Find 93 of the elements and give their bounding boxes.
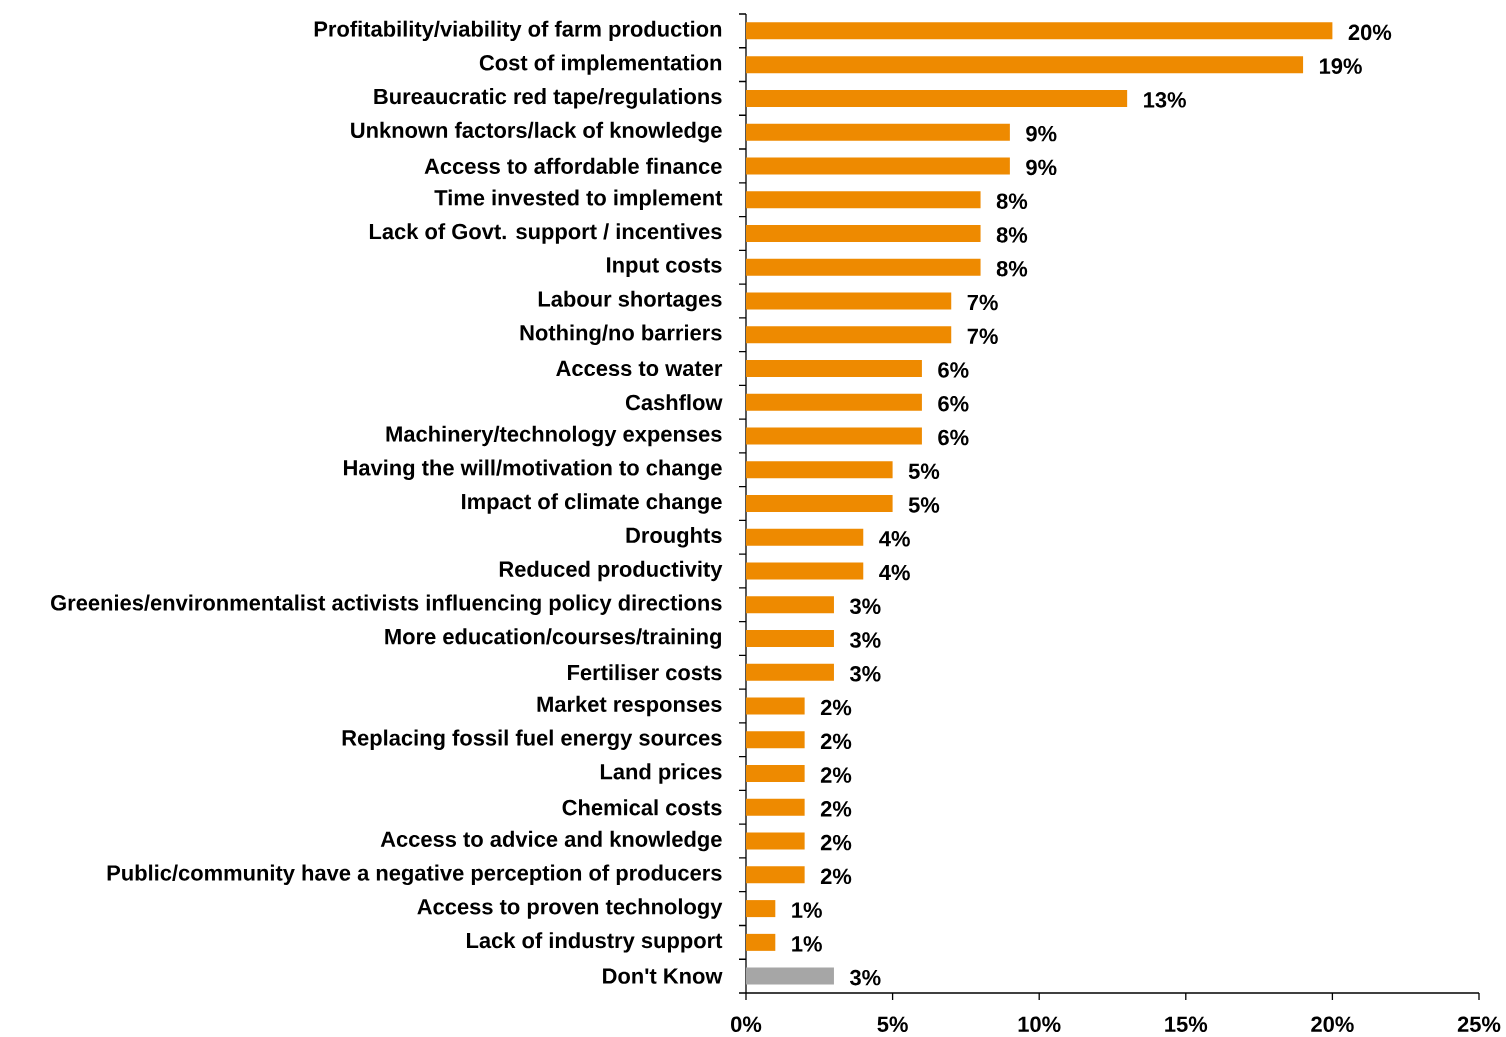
x-tick-label: 5%: [877, 1016, 908, 1032]
bar: [745, 393, 922, 411]
bar: [745, 697, 805, 715]
y-tick-label: Input costs: [607, 257, 722, 277]
bar: [745, 933, 776, 951]
bar: [745, 427, 922, 445]
bar: [745, 359, 922, 377]
data-label: 8%: [996, 227, 1028, 243]
data-label: 6%: [938, 429, 969, 446]
data-label: 1%: [792, 902, 822, 918]
y-tick-label: Bureaucratic red tape/regulations: [374, 88, 722, 109]
bar: [745, 866, 805, 884]
y-tick-label: Fertiliser costs: [568, 664, 722, 681]
bar: [745, 89, 1128, 107]
bar: [745, 157, 1010, 175]
bar: [745, 731, 805, 749]
bar: [745, 832, 805, 850]
data-label: 13%: [1144, 92, 1186, 108]
bar: [745, 224, 981, 242]
data-label: 2%: [820, 699, 852, 716]
bar: [745, 495, 893, 512]
data-label: 2%: [820, 733, 852, 750]
bar: [745, 191, 981, 209]
y-tick-label: Machinery/technology expenses: [386, 425, 722, 447]
y-tick-label: Replacing fossil fuel energy sources: [342, 729, 722, 751]
data-label: 6%: [938, 395, 969, 412]
y-tick-label: Droughts: [626, 526, 722, 548]
data-label: 2%: [820, 834, 852, 851]
y-tick-label: Impact of climate change: [462, 493, 722, 514]
bar: [745, 798, 805, 816]
bar: [745, 528, 864, 546]
bar: [745, 292, 952, 310]
bar: [745, 663, 834, 681]
data-label: 7%: [967, 328, 998, 344]
y-tick-label: Cost of implementation: [479, 54, 722, 75]
y-tick-label: Unknown factors/lack of knowledge: [351, 121, 722, 143]
x-tick-label: 25%: [1457, 1016, 1501, 1033]
y-tick-label: Lack of industry support: [466, 932, 723, 953]
data-label: 2%: [820, 801, 852, 817]
y-tick-label: Lack of Govt. support / incentives: [369, 223, 722, 244]
x-tick-label: 20%: [1311, 1016, 1354, 1033]
bar: [745, 258, 981, 276]
y-tick-label: Labour shortages: [538, 290, 722, 312]
y-tick-label: Land prices: [600, 763, 722, 784]
y-tick-label: Reduced productivity: [499, 560, 723, 582]
data-label: 3%: [849, 632, 881, 648]
data-label: 7%: [967, 294, 998, 311]
data-label: 1%: [792, 936, 822, 952]
data-label: 5%: [908, 463, 940, 479]
y-tick-label: More education/courses/training: [385, 628, 721, 649]
data-label: 3%: [849, 969, 881, 986]
y-tick-label: Market responses: [537, 695, 722, 717]
data-label: 8%: [996, 260, 1028, 277]
bar: [745, 562, 864, 580]
data-label: 5%: [908, 497, 940, 513]
bar: [745, 967, 834, 985]
data-label: 4%: [879, 564, 910, 581]
y-tick-label: Access to affordable finance: [424, 157, 722, 174]
bar: [745, 461, 893, 479]
bar: [745, 900, 776, 918]
x-tick-label: 15%: [1165, 1016, 1208, 1032]
y-tick-label: Time invested to implement: [434, 189, 723, 210]
data-label: 6%: [938, 362, 969, 378]
y-tick-label: Access to proven technology: [417, 898, 723, 919]
data-label: 4%: [879, 531, 910, 547]
y-tick-label: Access to advice and knowledge: [380, 830, 722, 852]
y-tick-label: Cashflow: [625, 394, 723, 411]
data-label: 9%: [1026, 159, 1057, 176]
data-label: 3%: [849, 598, 881, 615]
y-tick-label: Access to water: [556, 360, 723, 377]
bar: [745, 596, 834, 614]
y-tick-label: Chemical costs: [562, 799, 722, 816]
y-tick-label: Public/community have a negative perception of producers: [107, 864, 722, 886]
bar: [745, 765, 805, 783]
bar: [745, 630, 834, 648]
data-label: 20%: [1348, 24, 1392, 41]
y-tick-label: Profitability/viability of farm production: [314, 20, 722, 42]
bar: [745, 22, 1333, 40]
y-tick-label: Having the will/motivation to change: [343, 459, 722, 480]
y-tick-label: Nothing/no barriers: [520, 324, 722, 345]
data-label: 8%: [996, 193, 1028, 209]
bar: [745, 123, 1010, 141]
bar: [745, 326, 952, 344]
data-label: 2%: [820, 868, 852, 885]
data-label: 2%: [820, 767, 852, 783]
data-label: 9%: [1026, 125, 1057, 142]
y-tick-label: Don't Know: [603, 968, 723, 984]
x-tick-label: 10%: [1018, 1016, 1061, 1033]
data-label: 19%: [1319, 58, 1362, 74]
data-label: 3%: [849, 666, 881, 682]
x-tick-label: 0%: [731, 1016, 762, 1033]
y-tick-label: Greenies/environmentalist activists influencing policy directions: [51, 594, 722, 616]
bar: [745, 56, 1304, 74]
